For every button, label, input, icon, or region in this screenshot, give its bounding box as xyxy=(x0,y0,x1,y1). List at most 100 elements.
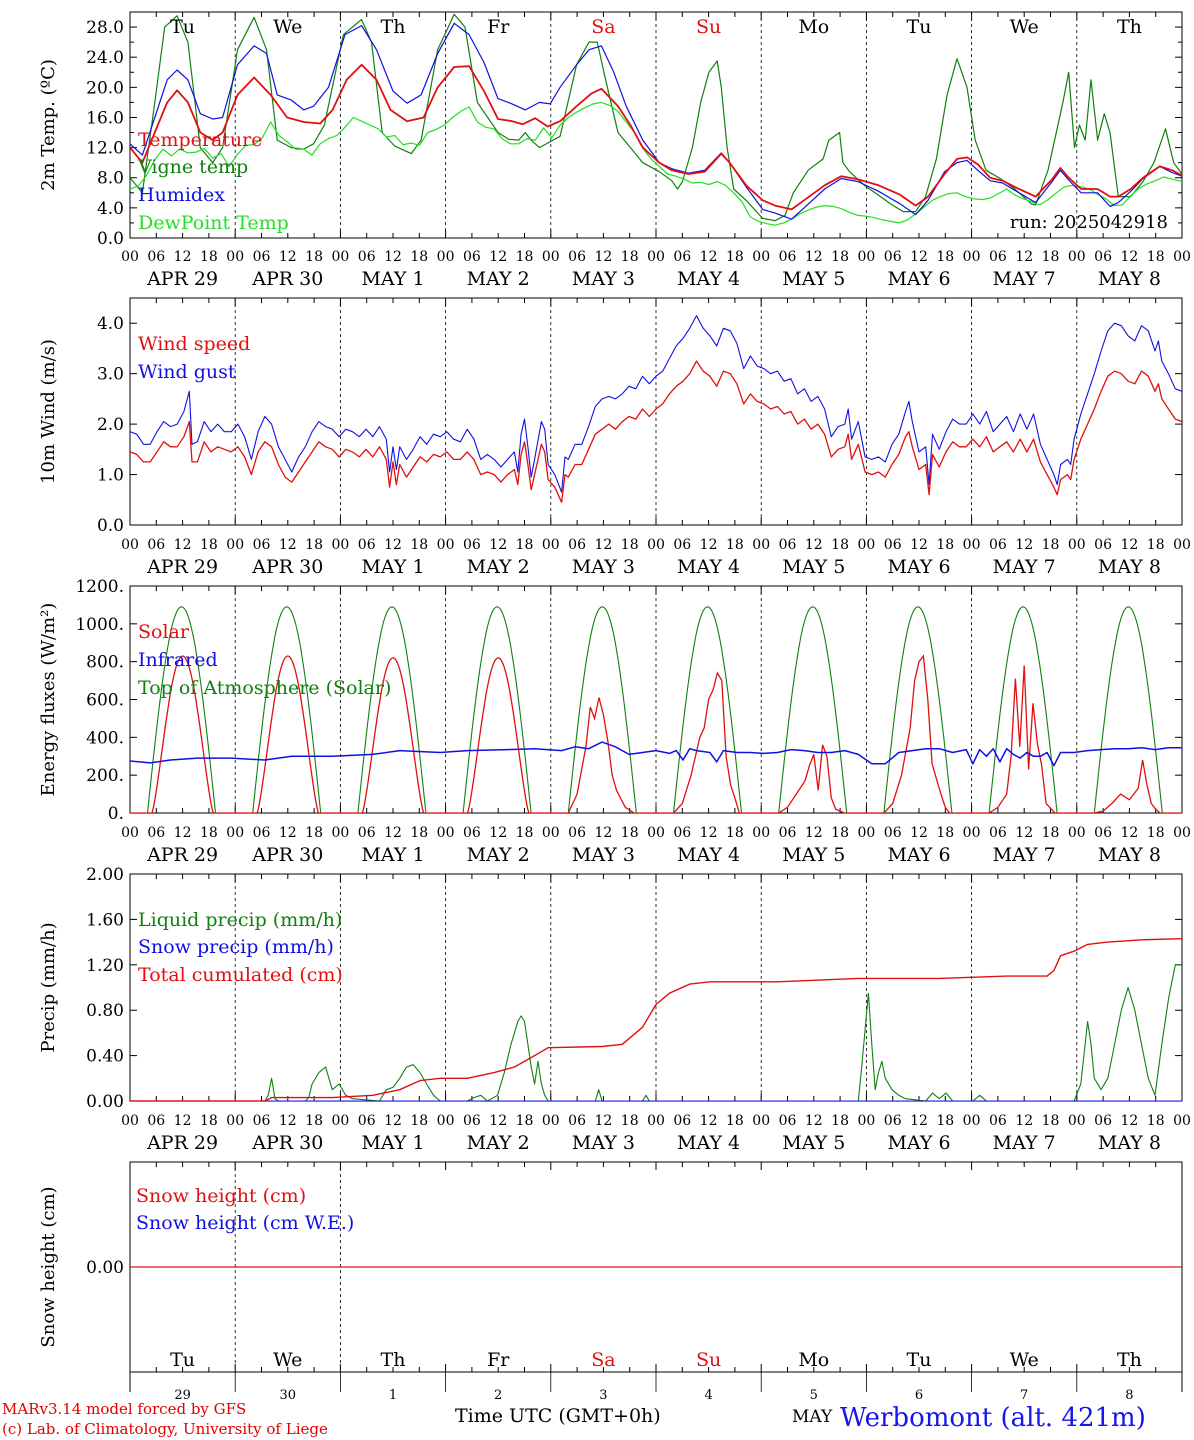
month-label: MAY xyxy=(792,1407,833,1427)
solar-line xyxy=(130,655,236,813)
date-label: MAY 2 xyxy=(467,556,530,578)
hour-tick-label: 18 xyxy=(936,825,954,841)
hour-tick-label: 18 xyxy=(936,1113,954,1129)
hour-tick-label: 12 xyxy=(174,249,192,265)
vigne-temp-line xyxy=(130,13,1182,222)
total-cumulated-line xyxy=(130,938,1182,1101)
solar-line xyxy=(340,657,446,813)
hour-tick-label: 06 xyxy=(358,537,376,553)
hour-tick-label: 00 xyxy=(647,249,665,265)
date-label: MAY 3 xyxy=(572,556,635,578)
x-axis-title: Time UTC (GMT+0h) xyxy=(455,1405,661,1427)
date-label: MAY 7 xyxy=(993,844,1056,866)
hour-tick-label: 18 xyxy=(516,249,534,265)
hour-tick-label: 18 xyxy=(831,1113,849,1129)
hour-tick-label: 00 xyxy=(963,249,981,265)
solar-line xyxy=(550,697,656,813)
hour-tick-label: 18 xyxy=(621,537,639,553)
hour-tick-label: 18 xyxy=(200,249,218,265)
y-tick-label: 28.0 xyxy=(86,18,124,38)
hour-tick-label: 06 xyxy=(989,825,1007,841)
weekday-label: Th xyxy=(381,1349,406,1371)
date-label: MAY 1 xyxy=(361,268,424,290)
panel-5: 0.00 Snow height (cm) Snow height (cm) Snow… xyxy=(38,1161,1183,1403)
series-group xyxy=(130,315,1182,503)
solar-line xyxy=(866,654,972,813)
legend-entry: Snow height (cm) xyxy=(136,1185,306,1207)
hour-tick-label: 00 xyxy=(857,825,875,841)
hour-tick-label: 06 xyxy=(1094,249,1112,265)
y-tick-label: 0.00 xyxy=(86,1258,124,1278)
hour-tick-label: 00 xyxy=(226,249,244,265)
hour-tick-label: 06 xyxy=(253,1113,271,1129)
weekday-label: Mo xyxy=(798,1349,829,1371)
hour-tick-label: 00 xyxy=(1068,249,1086,265)
date-label: APR 29 xyxy=(146,268,218,290)
hour-tick-label: 18 xyxy=(1042,249,1060,265)
day-number-label: 1 xyxy=(389,1388,397,1403)
y-tick-label: 1.0 xyxy=(97,466,124,486)
hour-tick-label: 00 xyxy=(647,1113,665,1129)
lab-credit: (c) Lab. of Climatology, University of L… xyxy=(2,1420,328,1438)
panel-4: 0.00 0.40 0.80 1.20 1.60 2.00 Precip (mm/h) Liq… xyxy=(38,865,1191,1154)
hour-tick-label: 12 xyxy=(384,249,402,265)
series-group xyxy=(130,938,1182,1101)
hour-tick-label: 18 xyxy=(1042,1113,1060,1129)
hour-tick-label: 00 xyxy=(1173,249,1191,265)
wind-gust-line xyxy=(130,315,1182,493)
hour-tick-label: 00 xyxy=(752,537,770,553)
wind-speed-line xyxy=(130,360,1182,503)
y-axis-label: Snow height (cm) xyxy=(38,1186,59,1347)
hour-tick-label: 00 xyxy=(542,825,560,841)
hour-tick-label: 18 xyxy=(410,249,428,265)
hour-tick-label: 18 xyxy=(305,825,323,841)
hour-tick-label: 00 xyxy=(963,825,981,841)
hour-tick-label: 12 xyxy=(910,537,928,553)
hour-tick-label: 06 xyxy=(147,249,165,265)
weekday-label: We xyxy=(273,16,302,38)
date-label: MAY 2 xyxy=(467,844,530,866)
hour-tick-label: 12 xyxy=(805,249,823,265)
legend-entry: Liquid precip (mm/h) xyxy=(138,909,342,931)
legend-entry: Temperature xyxy=(138,129,262,151)
hour-tick-label: 06 xyxy=(253,537,271,553)
hour-tick-label: 00 xyxy=(1068,537,1086,553)
hour-tick-label: 06 xyxy=(779,249,797,265)
hour-tick-label: 00 xyxy=(752,1113,770,1129)
hour-tick-label: 18 xyxy=(1147,1113,1165,1129)
hour-tick-label: 12 xyxy=(1120,825,1138,841)
hour-tick-label: 00 xyxy=(1173,825,1191,841)
hour-tick-label: 00 xyxy=(331,825,349,841)
hour-tick-label: 00 xyxy=(226,537,244,553)
hour-tick-label: 18 xyxy=(726,825,744,841)
weekday-label: Su xyxy=(696,1349,721,1371)
hour-tick-label: 06 xyxy=(358,825,376,841)
panel-2: 0.0 1.0 2.0 3.0 4.0 10m Wind (m/s) Wind speed W… xyxy=(38,297,1191,578)
legend-entry: DewPoint Temp xyxy=(138,212,289,234)
hour-tick-label: 00 xyxy=(331,1113,349,1129)
hour-tick-label: 18 xyxy=(305,537,323,553)
hour-tick-label: 18 xyxy=(831,537,849,553)
y-tick-label: 0.40 xyxy=(86,1047,124,1067)
hour-tick-label: 18 xyxy=(1147,537,1165,553)
hour-tick-label: 18 xyxy=(410,1113,428,1129)
date-label: MAY 8 xyxy=(1098,268,1161,290)
date-label: MAY 8 xyxy=(1098,1132,1161,1154)
hour-tick-label: 18 xyxy=(1147,249,1165,265)
date-label: MAY 1 xyxy=(361,556,424,578)
date-label: MAY 1 xyxy=(361,1132,424,1154)
weekday-label: We xyxy=(273,1349,302,1371)
y-axis-label: Energy fluxes (W/m²) xyxy=(38,603,59,797)
hour-tick-label: 12 xyxy=(1120,537,1138,553)
weekday-label: Th xyxy=(1117,1349,1142,1371)
weekday-label: Fr xyxy=(487,1349,510,1371)
hour-tick-label: 00 xyxy=(226,1113,244,1129)
y-tick-label: 8.0 xyxy=(97,169,124,189)
y-tick-label: 600. xyxy=(86,691,124,711)
legend-entry: Total cumulated (cm) xyxy=(138,964,343,986)
hour-tick-label: 12 xyxy=(279,537,297,553)
day-number-label: 8 xyxy=(1125,1388,1133,1403)
legend-entry: Solar xyxy=(138,621,190,643)
hour-tick-label: 12 xyxy=(594,825,612,841)
